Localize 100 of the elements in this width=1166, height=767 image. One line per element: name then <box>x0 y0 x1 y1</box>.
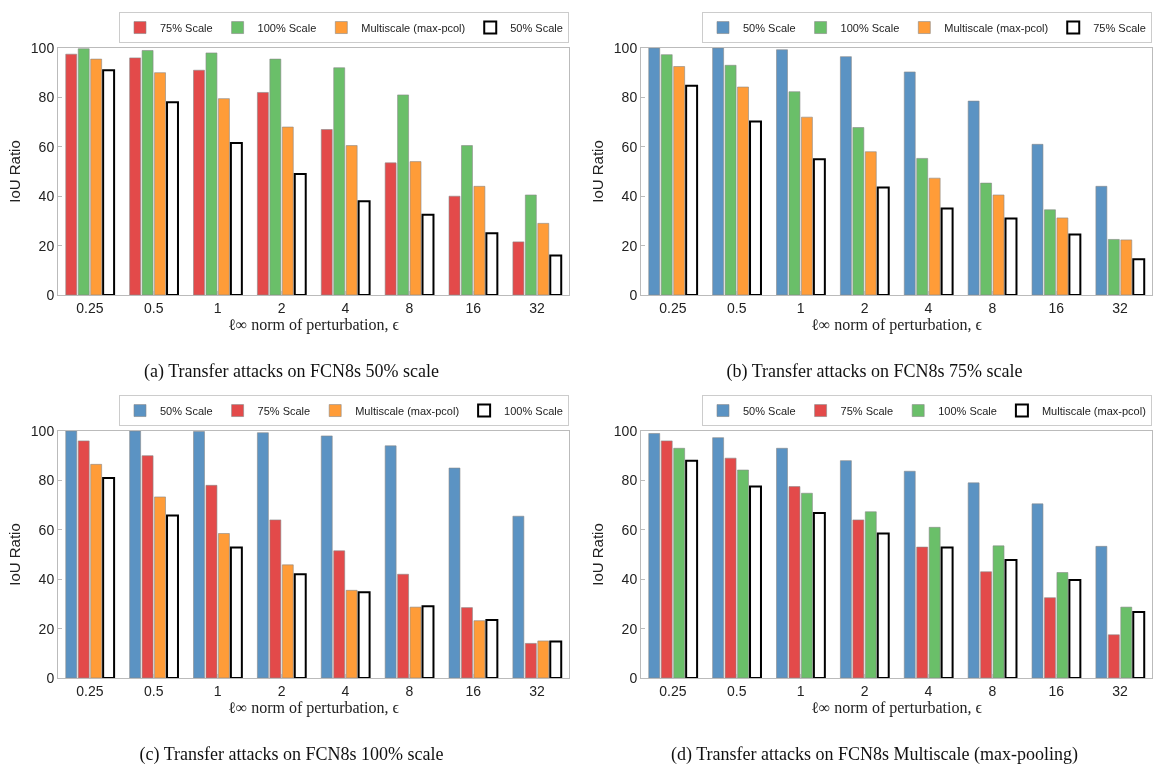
legend-label: 100% Scale <box>840 21 900 34</box>
y-tick-label: 0 <box>629 286 638 303</box>
legend-label: 50% Scale <box>743 404 796 417</box>
x-tick-label: 32 <box>1112 682 1129 699</box>
bar <box>421 605 435 678</box>
y-tick-label: 20 <box>621 237 638 254</box>
text: (c) Transfer attacks on FCN8s 100% scale <box>139 744 444 766</box>
legend-label: 75% Scale <box>1093 21 1146 34</box>
x-tick-label: 32 <box>529 299 546 316</box>
legend-label: Multiscale (max-pcol) <box>944 21 1049 34</box>
y-tick-label: 40 <box>38 571 55 588</box>
bar <box>876 186 890 295</box>
y-tick-label: 20 <box>38 620 55 637</box>
x-axis-title: ℓ∞ norm of perturbation, ϵ <box>228 316 400 335</box>
bar <box>749 120 762 295</box>
bar <box>876 532 890 678</box>
y-tick-label: 100 <box>30 422 55 439</box>
y-tick-label: 0 <box>46 669 55 686</box>
y-axis-title: IoU Ratio <box>6 140 24 203</box>
bar <box>749 485 762 678</box>
bar <box>421 213 435 295</box>
legend-label: 100% Scale <box>504 404 563 417</box>
x-tick-label: 32 <box>529 682 546 699</box>
legend-label: Multiscale (max-pcol) <box>361 21 466 34</box>
text: (b) Transfer attacks on FCN8s 75% scale <box>726 361 1023 383</box>
x-tick-label: 1 <box>213 299 222 316</box>
bar <box>229 142 243 295</box>
bar <box>1132 611 1146 678</box>
bar <box>485 232 499 295</box>
bar <box>293 573 307 678</box>
text: (a) Transfer attacks on FCN8s 50% scale <box>144 361 439 383</box>
bar <box>1068 578 1082 678</box>
y-tick-label: 60 <box>621 138 638 155</box>
x-tick-label: 1 <box>796 682 805 699</box>
x-tick-label: 16 <box>465 682 482 699</box>
bar <box>1004 558 1018 678</box>
x-tick-label: 0.5 <box>727 682 747 699</box>
x-tick-label: 0.5 <box>727 299 747 316</box>
y-tick-label: 60 <box>621 521 638 538</box>
bar <box>1068 233 1082 295</box>
bar <box>102 476 116 678</box>
bar <box>1132 258 1146 295</box>
x-tick-label: 2 <box>277 299 286 316</box>
legend-label: 50% Scale <box>743 21 796 34</box>
y-tick-label: 0 <box>46 286 55 303</box>
x-tick-label: 0.25 <box>659 299 687 316</box>
x-tick-label: 16 <box>465 299 482 316</box>
x-tick-label: 2 <box>860 682 869 699</box>
y-tick-label: 40 <box>38 188 55 205</box>
bar <box>485 618 499 678</box>
legend-label: Multiscale (max-pcol) <box>355 404 460 417</box>
y-tick-label: 100 <box>613 39 638 56</box>
bar <box>685 459 699 678</box>
bar <box>940 207 954 295</box>
x-tick-label: 16 <box>1048 299 1065 316</box>
bar <box>166 101 179 295</box>
y-axis-title: IoU Ratio <box>589 523 607 586</box>
y-tick-label: 80 <box>38 89 55 106</box>
x-tick-label: 0.25 <box>659 682 687 699</box>
x-axis-title: ℓ∞ norm of perturbation, ϵ <box>228 699 400 718</box>
x-tick-label: 1 <box>796 299 805 316</box>
bar <box>357 591 371 678</box>
y-axis-title: IoU Ratio <box>6 523 24 586</box>
legend-label: 100% Scale <box>257 21 317 34</box>
x-axis-title: ℓ∞ norm of perturbation, ϵ <box>811 316 983 335</box>
bar <box>812 512 826 678</box>
y-tick-label: 40 <box>621 188 638 205</box>
x-tick-label: 0.25 <box>76 299 104 316</box>
x-tick-label: 1 <box>213 682 222 699</box>
y-tick-label: 100 <box>30 39 55 56</box>
y-tick-label: 40 <box>621 571 638 588</box>
y-tick-label: 80 <box>38 472 55 489</box>
y-tick-label: 80 <box>621 472 638 489</box>
y-axis-title: IoU Ratio <box>589 140 607 203</box>
x-tick-label: 4 <box>924 682 933 699</box>
bar <box>549 254 563 295</box>
y-tick-label: 80 <box>621 89 638 106</box>
x-tick-label: 8 <box>988 682 997 699</box>
x-tick-label: 0.25 <box>76 682 104 699</box>
legend-label: 75% Scale <box>160 21 213 34</box>
bar <box>940 546 954 678</box>
legend-label: 50% Scale <box>510 21 563 34</box>
x-tick-label: 16 <box>1048 682 1065 699</box>
legend-label: 100% Scale <box>938 404 997 417</box>
bar <box>229 546 243 678</box>
bar <box>357 200 371 295</box>
bar <box>1004 217 1018 295</box>
x-axis-title: ℓ∞ norm of perturbation, ϵ <box>811 699 983 718</box>
x-tick-label: 8 <box>988 299 997 316</box>
text: (d) Transfer attacks on FCN8s Multiscale (max-pooling) <box>671 744 1078 766</box>
bar <box>293 172 307 295</box>
bar <box>102 69 116 295</box>
x-tick-label: 4 <box>341 299 350 316</box>
x-tick-label: 0.5 <box>144 682 164 699</box>
x-tick-label: 4 <box>341 682 350 699</box>
y-tick-label: 100 <box>613 422 638 439</box>
bar <box>812 158 826 295</box>
legend-label: 75% Scale <box>257 404 311 417</box>
y-tick-label: 20 <box>621 620 638 637</box>
x-tick-label: 8 <box>405 299 414 316</box>
